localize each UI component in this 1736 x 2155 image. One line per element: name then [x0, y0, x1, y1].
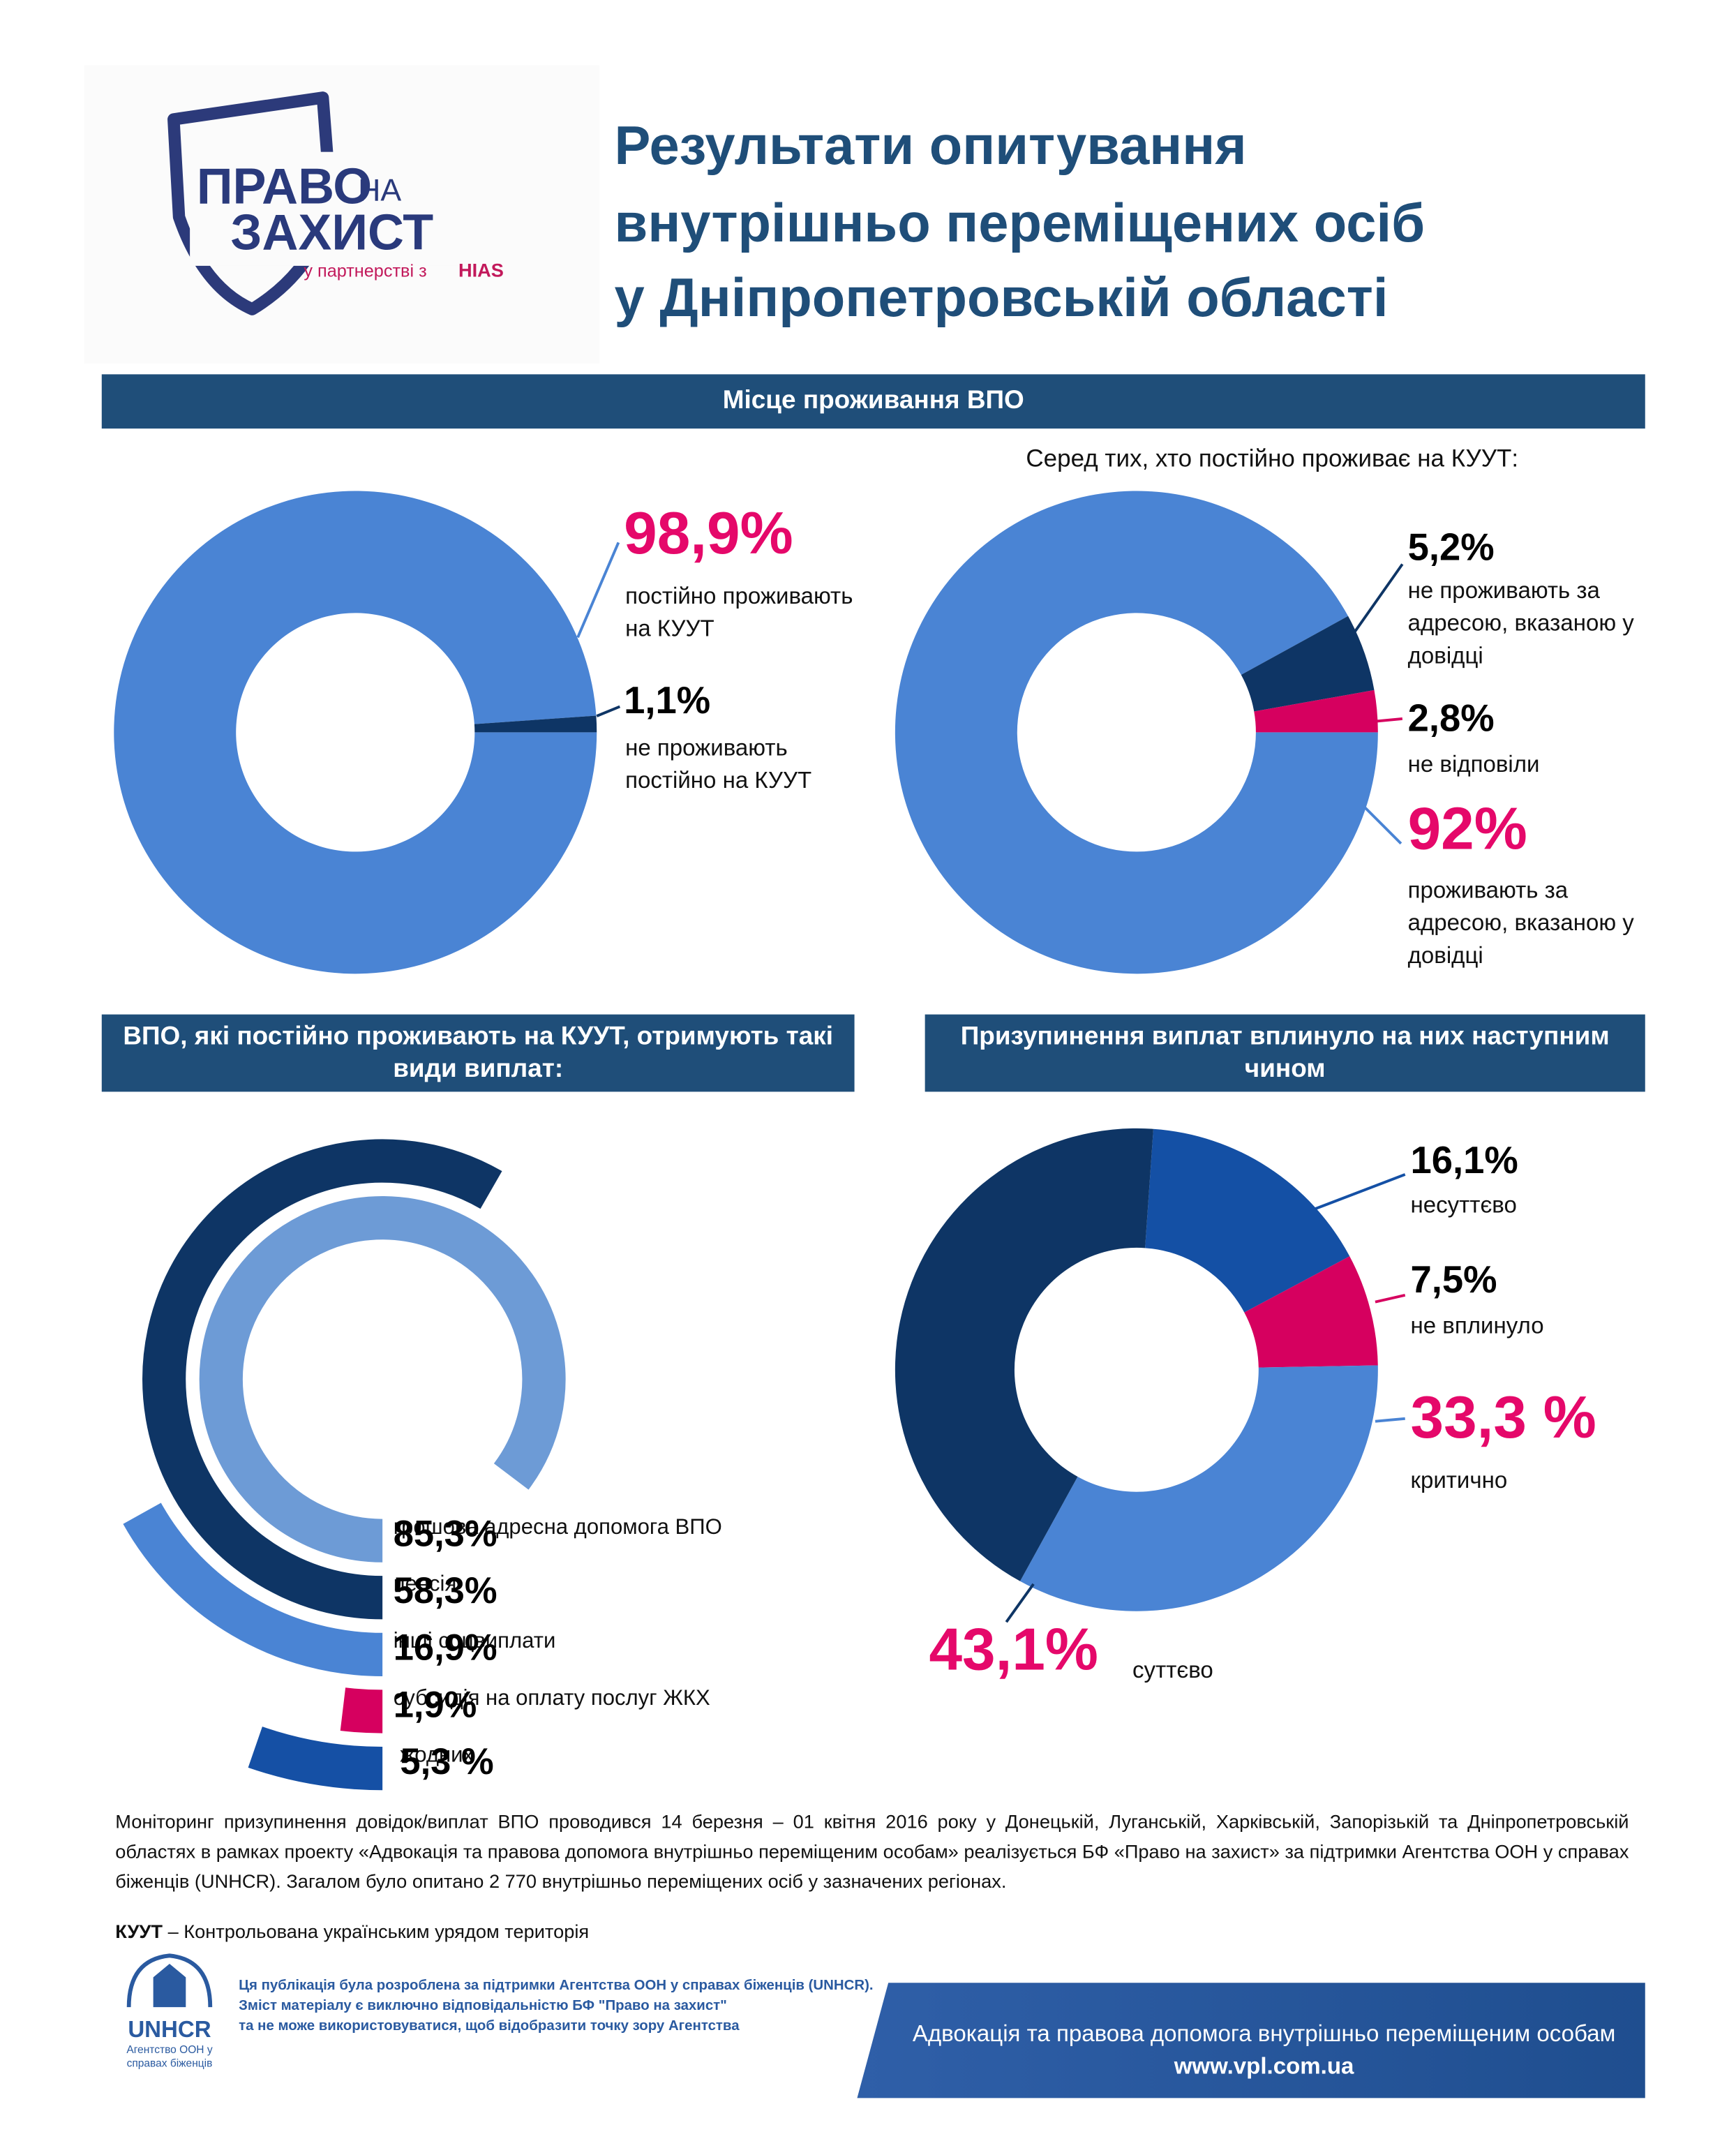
title: внутрішньо переміщених осіб	[614, 193, 1426, 254]
donut-slice	[1241, 616, 1375, 712]
logo-word: НА	[358, 174, 401, 208]
unhcr-sub: Агентство ООН у	[126, 2044, 212, 2056]
logo-word: ПРАВО	[197, 159, 372, 215]
unhcr-logo: UNHCR Агентство ООН у справах біженців	[126, 1953, 213, 2070]
legend-label: інші соцвиплати	[393, 1630, 556, 1653]
leader-line	[576, 542, 620, 639]
banner-url: www.vpl.com.ua	[1174, 2053, 1354, 2080]
donut-slice	[1254, 689, 1378, 733]
disclaimer: та не може використовуватися, щоб відобр…	[239, 2018, 740, 2035]
legend-label: не відповіли	[1407, 751, 1540, 777]
legend-label: не проживають постійно на КУУТ	[625, 735, 812, 793]
leader-line	[1349, 563, 1404, 639]
legend-label: постійно проживають на КУУТ	[625, 583, 853, 642]
value-label: 16,9%	[393, 1627, 497, 1669]
legend-label: суттєво	[1132, 1657, 1213, 1683]
legend-label: несуттєво	[1410, 1192, 1517, 1218]
radial-bar	[248, 1727, 383, 1791]
chart-subtitle: Серед тих, хто постійно проживає на КУУТ…	[1026, 445, 1519, 472]
section-header: ВПО, які постійно проживають на КУУТ, от…	[101, 1014, 855, 1092]
legend-label: не проживають за адресою, вказаною у дов…	[1407, 577, 1634, 669]
legend-row: 58,3% пенсія	[393, 1572, 497, 1609]
section-header: Місце проживання ВПО	[101, 374, 1645, 429]
leader-line	[1362, 804, 1402, 845]
title: у Дніпропетровській області	[614, 268, 1389, 329]
value-label: 33,3 %	[1410, 1385, 1596, 1452]
value-label: 5,3 %	[400, 1741, 494, 1782]
value-label: 16,1%	[1410, 1139, 1518, 1181]
value-label: 1,1%	[624, 679, 711, 722]
radial-bar	[340, 1687, 383, 1733]
legend-label: критично	[1410, 1467, 1508, 1493]
leader-line	[1375, 1294, 1406, 1304]
value-label: 1,9%	[393, 1684, 477, 1725]
radial-bar	[199, 1196, 566, 1563]
legend-label: жодних	[400, 1744, 474, 1768]
logo-hias: HIAS	[458, 259, 504, 281]
donut-slice	[474, 715, 597, 733]
value-label: 43,1%	[929, 1616, 1098, 1683]
donut-slice	[1145, 1128, 1350, 1313]
legend-row: 16,9% інші соцвиплати	[393, 1630, 556, 1666]
leader-line	[1373, 717, 1403, 723]
value-label: 5,2%	[1407, 526, 1495, 569]
value-label: 2,8%	[1407, 696, 1495, 740]
abbreviation-term: КУУТ	[115, 1920, 163, 1942]
radial-bar	[123, 1502, 383, 1676]
legend-label: проживають за адресою, вказаною у довідц…	[1407, 877, 1634, 969]
banner-text: Адвокація та правова допомога внутрішньо…	[912, 2020, 1616, 2047]
unhcr-emblem	[153, 1963, 186, 2008]
title: Результати опитування	[614, 117, 1247, 177]
unhcr-sub: справах біженців	[127, 2058, 213, 2070]
legend-label: субсидія на оплату послуг ЖКХ	[393, 1687, 710, 1710]
radial-bar	[142, 1139, 502, 1620]
donut-slice	[1244, 1256, 1378, 1368]
leader-line	[1312, 1173, 1406, 1211]
leader-line	[1375, 1417, 1405, 1423]
banner	[857, 1983, 1645, 2098]
unhcr-name: UNHCR	[128, 2017, 211, 2043]
legend-row: 1,9% субсидія на оплату послуг ЖКХ	[393, 1687, 710, 1723]
notes: Моніторинг призупинення довідок/виплат В…	[115, 1810, 1629, 1892]
disclaimer: Ця публікація була розроблена за підтрим…	[239, 1977, 874, 1994]
donut-slice	[895, 1128, 1153, 1581]
leader-line	[1005, 1583, 1035, 1623]
legend-label: пенсія	[393, 1573, 457, 1597]
value-label: 98,9%	[624, 500, 793, 567]
donut-slice	[895, 491, 1378, 974]
donut-slice	[114, 491, 597, 974]
value-label: 7,5%	[1410, 1258, 1497, 1301]
donut-slice	[1019, 1365, 1378, 1611]
legend-row: 5,3 % жодних	[400, 1743, 493, 1780]
legend-label: не вплинуло	[1410, 1313, 1544, 1339]
value-label: 85,3%	[393, 1513, 497, 1555]
unhcr-emblem	[126, 1953, 213, 2008]
value-label: 58,3%	[393, 1570, 497, 1611]
abbreviation-definition: – Контрольована українським урядом терит…	[167, 1920, 590, 1942]
logo-partner: у партнерстві з	[304, 261, 426, 281]
disclaimer: Зміст матеріалу є виключно відповідальні…	[239, 1997, 727, 2014]
legend-label: грошова адресна допомога ВПО	[393, 1516, 722, 1539]
logo-gap	[190, 151, 475, 266]
logo-word: ЗАХИСТ	[230, 205, 433, 261]
value-label: 92%	[1407, 796, 1527, 863]
leader-line	[596, 705, 621, 717]
legend-row: 85,3% грошова адресна допомога ВПО	[393, 1516, 722, 1552]
abbreviation: КУУТ – Контрольована українським урядом …	[115, 1921, 589, 1942]
section-header: Призупинення виплат вплинуло на них наст…	[925, 1014, 1645, 1092]
